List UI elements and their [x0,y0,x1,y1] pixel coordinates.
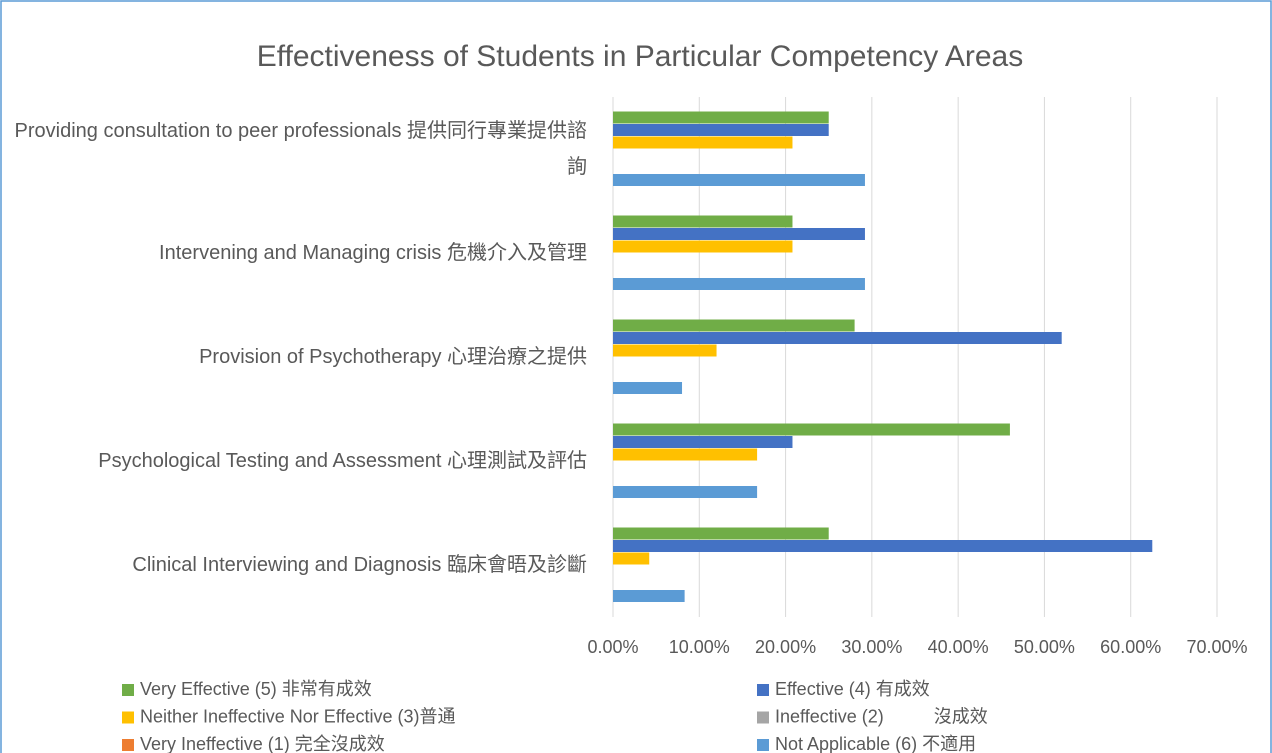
bar [613,436,793,448]
legend-label: Neither Ineffective Nor Effective (3)普通 [140,706,455,726]
bar [613,228,865,240]
legend-swatch [122,739,134,751]
bar [613,124,829,136]
category-label-text: Providing consultation to peer professio… [14,120,587,178]
bar [613,423,1010,436]
x-tick-label: 0.00% [587,637,638,657]
bar [613,540,1153,552]
bar [613,136,793,149]
legend-swatch [757,684,769,696]
legend-swatch [122,711,134,724]
chart-title: Effectiveness of Students in Particular … [257,40,1024,73]
x-tick-label: 10.00% [669,637,730,657]
category-label: Clinical Interviewing and Diagnosis 臨床會晤… [132,554,587,576]
bar [613,332,1062,344]
bar [613,240,793,253]
legend-label: Ineffective (2) 沒成效 [775,706,988,726]
x-tick-label: 40.00% [928,637,989,657]
bar [613,111,829,124]
legend-label: Effective (4) 有成效 [775,679,930,699]
bar [613,215,793,228]
category-label: Psychological Testing and Assessment 心理測… [98,450,587,472]
bar [613,344,717,357]
legend-label: Not Applicable (6) 不適用 [775,734,976,753]
bar [613,174,865,186]
bar [613,448,758,461]
bar [613,319,855,332]
x-tick-label: 60.00% [1100,637,1161,657]
legend-swatch [757,739,769,751]
legend-label: Very Effective (5) 非常有成效 [140,679,372,699]
category-label-text: Provision of Psychotherapy 心理治療之提供 [199,346,587,368]
x-tick-label: 30.00% [841,637,902,657]
category-label-text: Intervening and Managing crisis 危機介入及管理 [159,242,587,264]
bar [613,590,685,602]
category-label: Provision of Psychotherapy 心理治療之提供 [199,346,587,368]
bar [613,527,829,540]
category-label-text: Psychological Testing and Assessment 心理測… [98,450,587,472]
bar [613,486,758,498]
bar [613,382,683,394]
x-tick-label: 20.00% [755,637,816,657]
legend-label: Very Ineffective (1) 完全沒成效 [140,734,385,753]
category-label-text: Clinical Interviewing and Diagnosis 臨床會晤… [132,554,587,576]
bar [613,278,865,290]
x-tick-label: 70.00% [1186,637,1247,657]
category-label: Intervening and Managing crisis 危機介入及管理 [159,242,587,264]
bar [613,552,650,565]
legend-swatch [122,684,134,696]
legend-swatch [757,711,769,724]
category-label: Providing consultation to peer professio… [14,120,587,178]
x-tick-label: 50.00% [1014,637,1075,657]
